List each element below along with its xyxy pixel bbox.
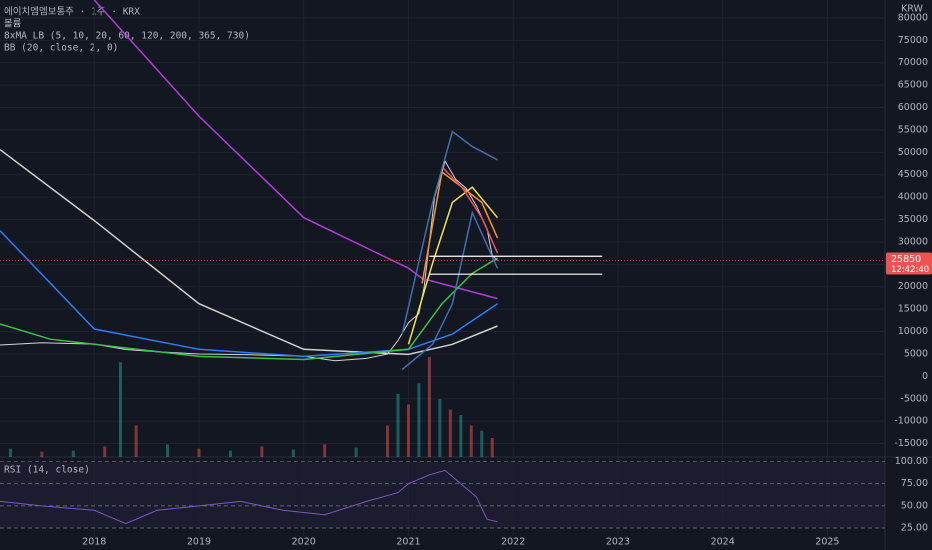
y-tick-label: 10000 [898,326,928,337]
y-tick-label: 75000 [898,35,928,46]
last-price: 25850 [891,254,921,265]
x-tick-label: 2023 [606,537,630,548]
y-tick-label: 30000 [898,236,928,247]
rsi-tick-label: 75.00 [901,478,928,489]
bb-label: BB (20, close, 2, 0) [4,43,118,54]
series-line [93,0,498,300]
series-line [441,166,499,254]
y-tick-label: 80000 [898,12,928,23]
volume-bar [40,451,44,457]
series-line [401,130,498,335]
series-line [401,210,499,371]
volume-bar [459,414,463,457]
volume-bar [118,362,122,457]
volume-bar [438,399,442,457]
currency: KRW [901,4,923,15]
volume-bar [386,425,390,457]
volume-bar [134,425,138,457]
y-tick-label: 35000 [898,214,928,225]
volume-bar [323,444,327,457]
volume-bar [291,449,295,457]
y-tick-label: 20000 [898,281,928,292]
volume-bar [8,448,12,457]
volume-bar [197,448,201,457]
volume-bar [490,438,494,457]
y-tick-label: -5000 [900,393,928,404]
price-tag [886,252,932,275]
y-tick-label: -10000 [894,416,928,427]
y-tick-label: 40000 [898,192,928,203]
x-tick-label: 2025 [815,537,839,548]
y-tick-label: 15000 [898,304,928,315]
volume-bar [448,409,452,457]
y-tick-label: 65000 [898,80,928,91]
volume-bar [427,357,431,457]
x-tick-label: 2024 [711,537,735,548]
series-line [0,230,498,358]
volume-bar [260,446,264,457]
rsi-line [0,469,498,525]
volume-label: 볼륨 [4,19,22,30]
volume-bar [354,447,358,457]
x-tick-label: 2018 [82,537,106,548]
countdown: 12:42:40 [891,265,929,275]
y-tick-label: 0 [922,371,928,382]
y-tick-label: -15000 [894,438,928,449]
rsi-label: RSI (14, close) [4,465,90,476]
x-tick-label: 2020 [292,537,316,548]
symbol-title: 에이치엠엠보통주 · 1주 · KRX [4,6,140,18]
rsi-tick-label: 100.00 [895,456,928,467]
x-tick-label: 2022 [501,537,525,548]
y-tick-label: 50000 [898,147,928,158]
rsi-band [0,462,885,528]
y-tick-label: 5000 [904,348,928,359]
volume-bar [71,450,75,457]
y-tick-label: 60000 [898,102,928,113]
volume-bar [406,404,410,457]
rsi-tick-label: 25.00 [901,523,928,534]
volume-bar [103,446,107,457]
volume-bar [396,393,400,457]
volume-bar [480,430,484,457]
x-tick-label: 2019 [187,537,211,548]
x-tick-label: 2021 [396,537,420,548]
y-tick-label: 45000 [898,169,928,180]
series-line [0,149,498,356]
volume-bar [228,450,232,457]
series-line [0,257,498,361]
series-line [407,186,499,345]
volume-bar [166,444,170,457]
volume-bar [417,383,421,457]
y-tick-label: 55000 [898,124,928,135]
volume-bar [469,425,473,457]
rsi-tick-label: 50.00 [901,500,928,511]
y-tick-label: 70000 [898,57,928,68]
